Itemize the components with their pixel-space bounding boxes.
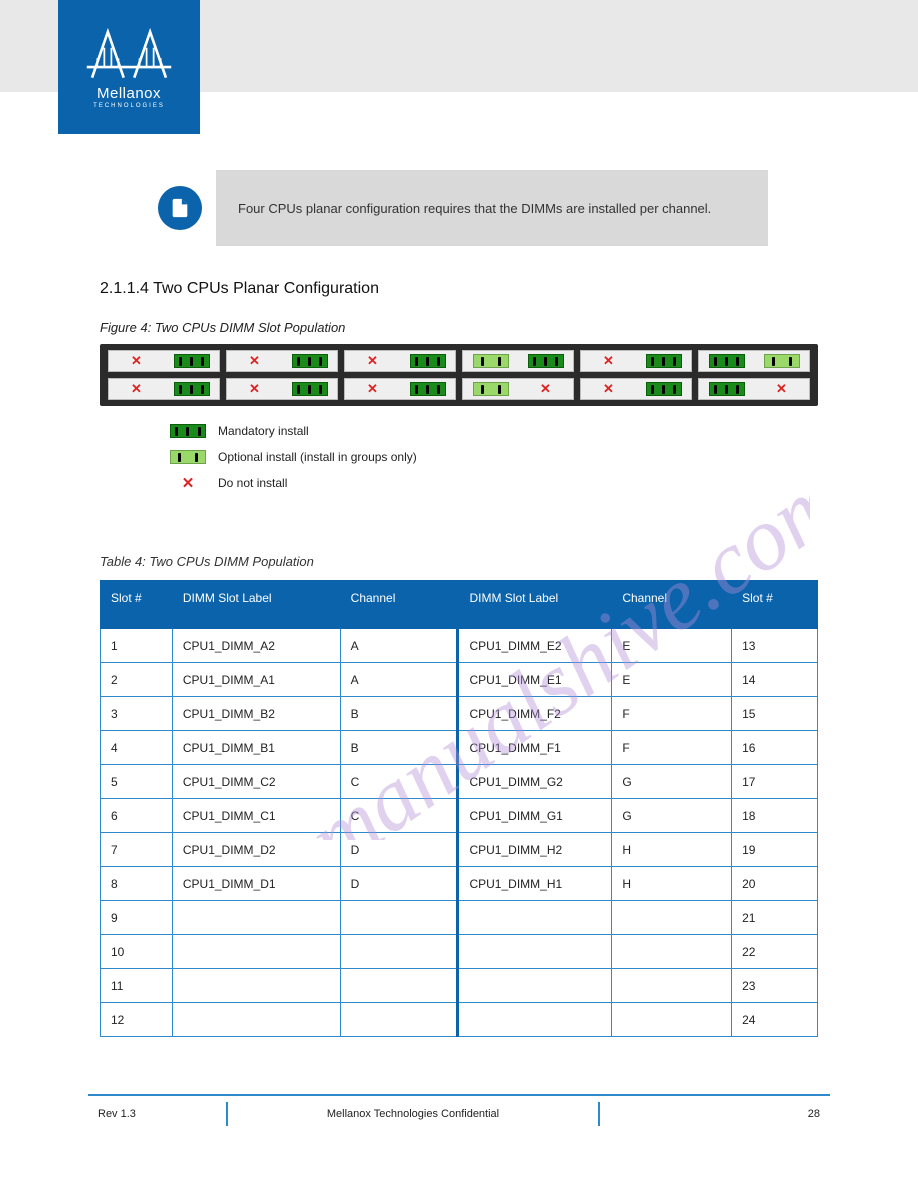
col-slot-l: Slot # (101, 581, 173, 629)
legend-swatch-donot: ✕ (170, 474, 206, 492)
table-row: 3CPU1_DIMM_B2BCPU1_DIMM_F2F15 (101, 697, 818, 731)
note-text: Four CPUs planar configuration requires … (216, 170, 768, 246)
footer: Rev 1.3 Mellanox Technologies Confidenti… (88, 1102, 830, 1126)
table-row: 4CPU1_DIMM_B1BCPU1_DIMM_F1F16 (101, 731, 818, 765)
col-channel-r: Channel (612, 581, 732, 629)
table-row: 7CPU1_DIMM_D2DCPU1_DIMM_H2H19 (101, 833, 818, 867)
legend-swatch-optional (170, 450, 206, 464)
table-row: 1CPU1_DIMM_A2ACPU1_DIMM_E2E13 (101, 629, 818, 663)
legend: Mandatory install Optional install (inst… (170, 418, 417, 496)
table-row: 921 (101, 901, 818, 935)
dimm-panel: ✕✕✕✕✕✕✕✕✕✕ (100, 344, 818, 406)
col-label-r: DIMM Slot Label (458, 581, 612, 629)
legend-label-mandatory: Mandatory install (218, 424, 309, 438)
slot-card: ✕✕ (344, 350, 456, 400)
slot-card: ✕✕ (580, 350, 692, 400)
slot-card: ✕✕ (108, 350, 220, 400)
dimm-table: Slot # DIMM Slot Label Channel DIMM Slot… (100, 580, 818, 1037)
brand-name: Mellanox (97, 85, 161, 102)
note-icon (158, 186, 202, 230)
col-slot-r: Slot # (732, 581, 818, 629)
table-row: 2CPU1_DIMM_A1ACPU1_DIMM_E1E14 (101, 663, 818, 697)
table-row: 1022 (101, 935, 818, 969)
legend-label-donot: Do not install (218, 476, 287, 490)
table-row: 1224 (101, 1003, 818, 1037)
footer-title: Mellanox Technologies Confidential (228, 1102, 600, 1126)
table-row: 5CPU1_DIMM_C2CCPU1_DIMM_G2G17 (101, 765, 818, 799)
table-row: 1123 (101, 969, 818, 1003)
col-channel-l: Channel (340, 581, 458, 629)
note-callout: Four CPUs planar configuration requires … (158, 170, 768, 246)
legend-swatch-mandatory (170, 424, 206, 438)
table-row: 6CPU1_DIMM_C1CCPU1_DIMM_G1G18 (101, 799, 818, 833)
slot-card: ✕✕ (226, 350, 338, 400)
slot-card: ✕ (462, 350, 574, 400)
footer-page: 28 (600, 1102, 830, 1126)
legend-label-optional: Optional install (install in groups only… (218, 450, 417, 464)
col-label-l: DIMM Slot Label (172, 581, 340, 629)
table-caption: Table 4: Two CPUs DIMM Population (100, 554, 314, 569)
figure-caption: Figure 4: Two CPUs DIMM Slot Population (100, 320, 345, 335)
brand-logo-box: Mellanox TECHNOLOGIES (58, 0, 200, 134)
bridge-logo-icon (85, 25, 173, 81)
footer-rev: Rev 1.3 (88, 1102, 228, 1126)
table-row: 8CPU1_DIMM_D1DCPU1_DIMM_H1H20 (101, 867, 818, 901)
footer-rule (88, 1094, 830, 1096)
section-heading: 2.1.1.4 Two CPUs Planar Configuration (100, 280, 379, 298)
slot-card: ✕ (698, 350, 810, 400)
brand-subtitle: TECHNOLOGIES (93, 103, 165, 109)
